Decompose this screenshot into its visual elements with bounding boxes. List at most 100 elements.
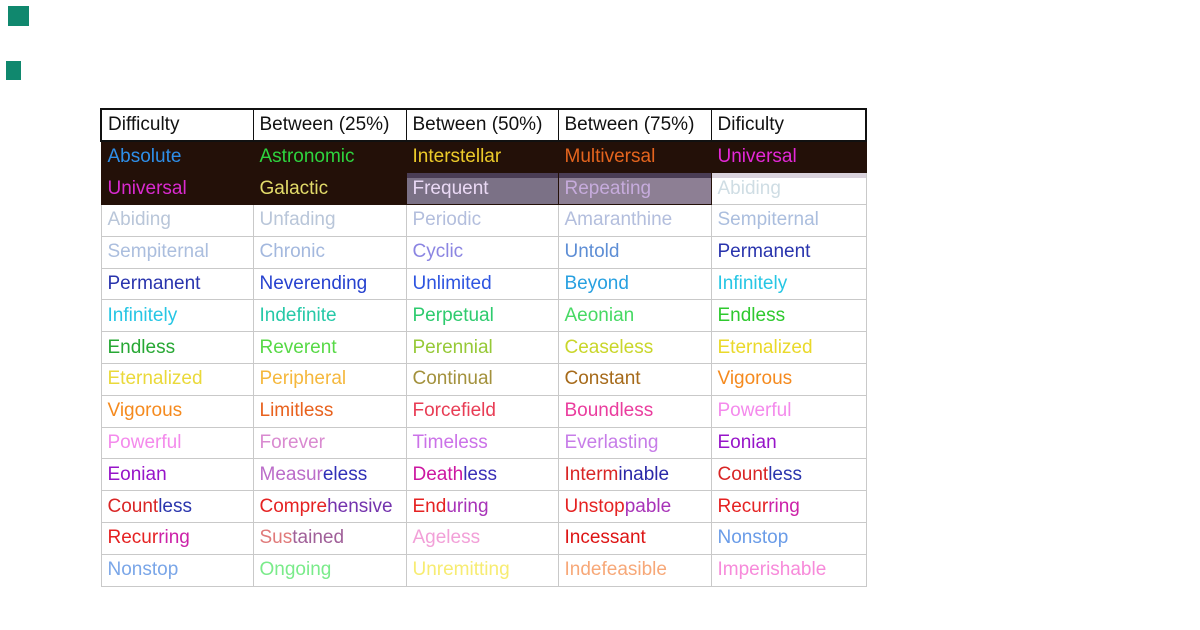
table-cell: Everlasting: [557, 426, 712, 460]
tier-word-part: Recur: [717, 495, 769, 517]
tier-word-part: Beyond: [564, 273, 629, 295]
tier-word-part: Vigorous: [717, 368, 793, 390]
table-cell: Timeless: [405, 426, 559, 460]
table-cell: Boundless: [557, 394, 712, 428]
tier-word-part: eless: [322, 463, 368, 485]
table-cell: Indefinite: [252, 299, 407, 333]
table-cell: Aeonian: [557, 299, 712, 333]
tier-word-part: Eternalized: [107, 368, 203, 390]
table-cell: Ceaseless: [557, 331, 712, 365]
header-cell: Dificulty: [710, 108, 867, 142]
table-cell: Sempiternal: [710, 204, 867, 237]
tier-word-part: Eonian: [107, 463, 167, 485]
tier-word-part: Peripheral: [259, 368, 347, 390]
tier-word-part: less: [768, 463, 802, 485]
table-cell: Continual: [405, 363, 559, 396]
table-cell: Perpetual: [405, 299, 559, 333]
table-row: Eternalized Peripheral Continual Constant Vi…: [100, 363, 867, 396]
table-cell: Eternalized: [100, 363, 254, 396]
tier-word-part: Universal: [107, 177, 187, 199]
table-cell: Unlimited: [405, 267, 559, 301]
table-cell: Infinitely: [710, 267, 867, 301]
tier-word-part: Nonstop: [107, 559, 179, 581]
tier-word-part: Eonian: [717, 432, 777, 454]
tier-word-part: Sus: [259, 527, 293, 549]
table-cell: Measureless: [252, 458, 407, 492]
table-cell: Endless: [100, 331, 254, 365]
tier-word-part: Reverent: [259, 336, 337, 358]
tier-word-part: Boundless: [564, 400, 654, 422]
table-cell: Infinitely: [100, 299, 254, 333]
table-cell: Enduring: [405, 490, 559, 524]
table-cell: Abiding: [100, 204, 254, 237]
tier-word-part: Sempiternal: [717, 209, 819, 231]
table-cell: Vigorous: [710, 363, 867, 396]
table-cell: Countless: [710, 458, 867, 492]
table-cell: Eternalized: [710, 331, 867, 365]
tier-word-part: inable: [618, 463, 670, 485]
table-row: Endless Reverent Perennial Ceaseless Eternal…: [100, 331, 867, 365]
tier-word-part: tained: [292, 527, 345, 549]
teal-marker: [8, 6, 29, 26]
table-cell: Limitless: [252, 394, 407, 428]
tier-word-part: Constant: [564, 368, 641, 390]
table-cell: Countless: [100, 490, 254, 524]
tier-word-part: Universal: [717, 146, 797, 168]
table-cell: Reverent: [252, 331, 407, 365]
table-cell: Amaranthine: [557, 204, 712, 237]
tier-word-part: Galactic: [259, 177, 329, 199]
tier-word-part: Sempiternal: [107, 241, 209, 263]
table-cell: Sempiternal: [100, 235, 254, 269]
tier-word-part: Chronic: [259, 241, 325, 263]
table-cell: Eonian: [100, 458, 254, 492]
difficulty-tier-table: Difficulty Between (25%) Between (50%) Betw…: [100, 108, 867, 587]
table-row: Sempiternal Chronic Cyclic Untold Permanent: [100, 235, 867, 269]
tier-word-part: Powerful: [717, 400, 792, 422]
tier-word-part: Periodic: [412, 209, 482, 231]
tier-word-part: Absolute: [107, 146, 182, 168]
table-cell: Interminable: [557, 458, 712, 492]
table-cell: Perennial: [405, 331, 559, 365]
tier-word-part: Indefeasible: [564, 559, 667, 581]
tier-word-part: Interstellar: [412, 146, 502, 168]
tier-word-part: Cyclic: [412, 241, 464, 263]
table-cell: Indefeasible: [557, 553, 712, 587]
table-cell: Interstellar: [405, 140, 559, 174]
table-cell: Ageless: [405, 522, 559, 555]
header-cell: Between (50%): [405, 108, 559, 142]
tier-word-part: Death: [412, 463, 464, 485]
table-row: Vigorous Limitless Forcefield Boundless Powe…: [100, 394, 867, 428]
tier-word-part: Untold: [564, 241, 620, 263]
table-row: Eonian Measureless Death less Interminable Co…: [100, 458, 867, 492]
tier-word-part: Infinitely: [107, 304, 178, 326]
table-header-row: Difficulty Between (25%) Between (50%) Betw…: [100, 108, 867, 142]
tier-word-part: Perennial: [412, 336, 493, 358]
tier-word-part: Ceaseless: [564, 336, 654, 358]
tier-word-part: Powerful: [107, 432, 182, 454]
tier-word-part: Count: [717, 463, 769, 485]
tier-word-part: Unstop: [564, 495, 625, 517]
tier-word-part: Limitless: [259, 400, 334, 422]
tier-word-part: Abiding: [107, 209, 171, 231]
table-cell: Recurring: [710, 490, 867, 524]
table-row: Nonstop Ongoing Unremitting Indefeasible Imp…: [100, 553, 867, 587]
header-cell: Difficulty: [100, 108, 254, 142]
header-cell: Between (25%): [252, 108, 407, 142]
table-cell: Peripheral: [252, 363, 407, 396]
table-cell: Periodic: [405, 204, 559, 237]
tier-word-part: Everlasting: [564, 432, 659, 454]
tier-word-part: Indefinite: [259, 304, 337, 326]
tier-word-part: Ageless: [412, 527, 481, 549]
table-cell: Nonstop: [710, 522, 867, 555]
tier-word-part: hensive: [327, 495, 393, 517]
table-cell: Neverending: [252, 267, 407, 301]
table-cell: Universal: [710, 140, 867, 174]
tier-word-part: Abiding: [717, 177, 781, 199]
table-row: Permanent Neverending Unlimited Beyond Infin…: [100, 267, 867, 301]
tier-word-part: Count: [107, 495, 159, 517]
table-cell: Frequent: [405, 172, 559, 206]
tier-word-part: Infinitely: [717, 273, 788, 295]
table-cell: Universal: [100, 172, 254, 206]
table-cell: Multiversal: [557, 140, 712, 174]
table-cell: Unremitting: [405, 553, 559, 587]
